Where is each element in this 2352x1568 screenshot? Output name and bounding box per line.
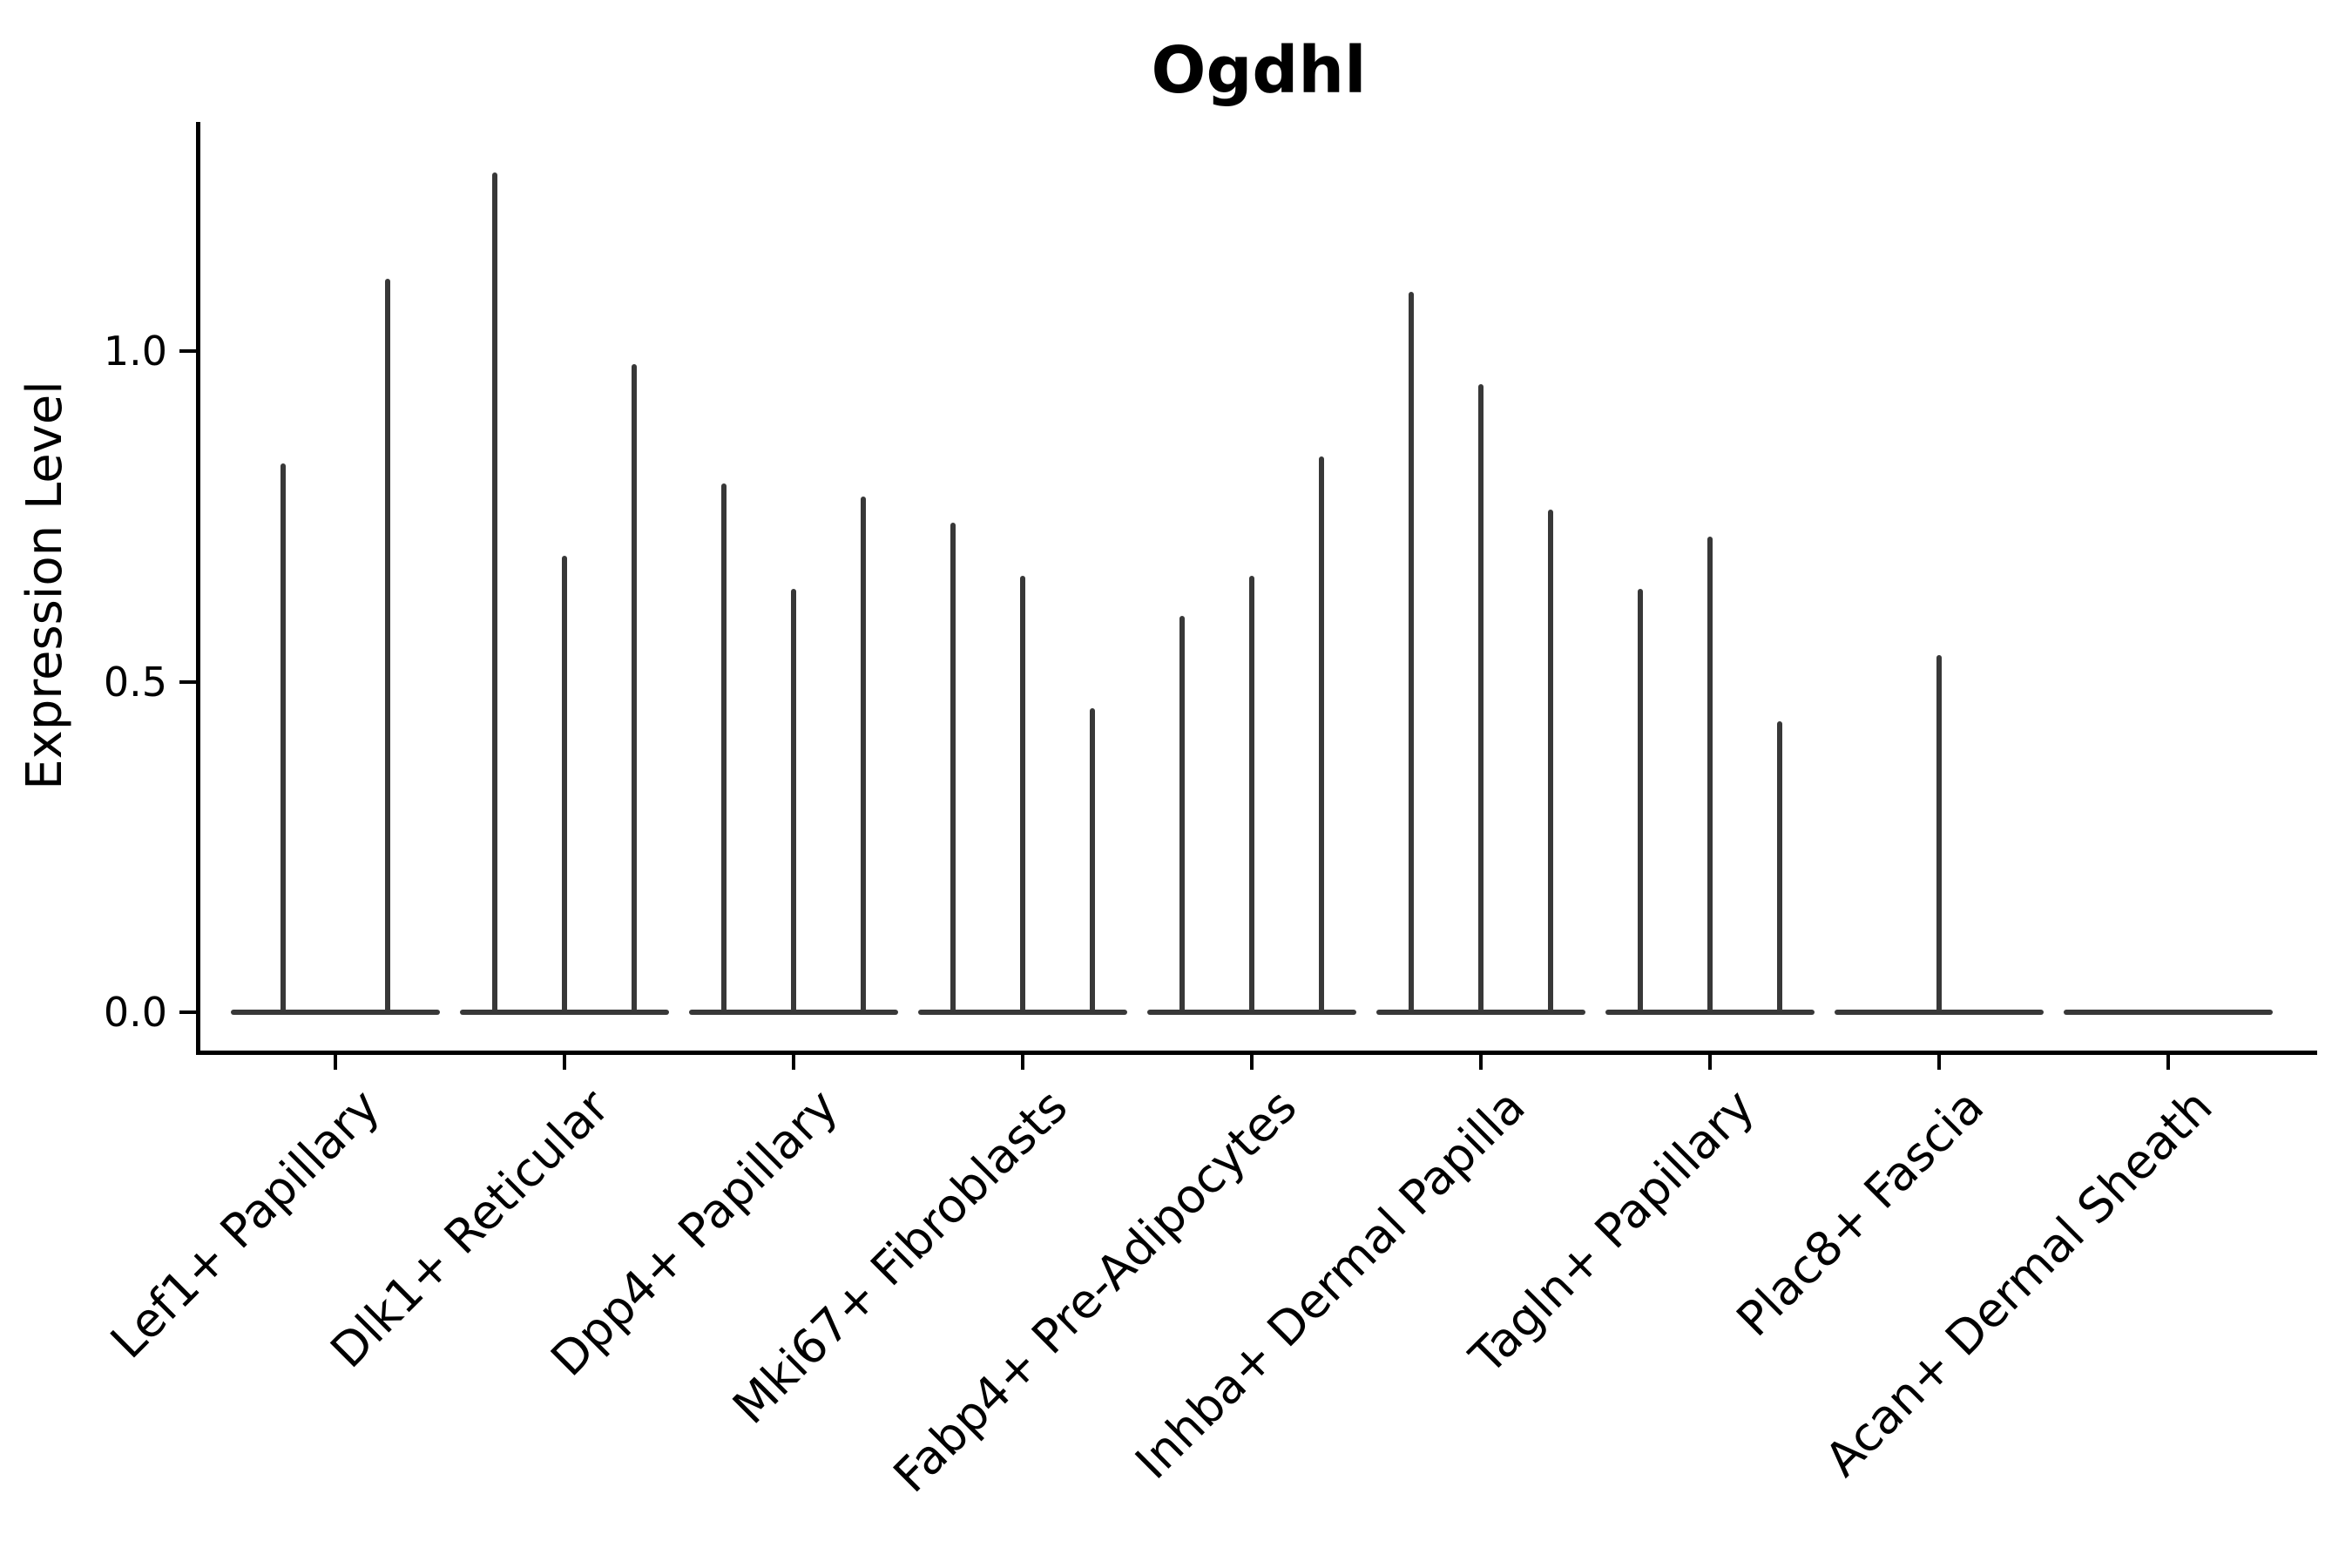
violin-spike — [1777, 721, 1782, 1012]
violin-spike — [385, 278, 390, 1012]
x-category-label: Inhba+ Dermal Papilla — [1125, 1078, 1537, 1490]
x-tick-mark — [1250, 1054, 1254, 1070]
violin-spike — [280, 463, 286, 1012]
x-category-label: Fabp4+ Pre-Adipocytes — [882, 1078, 1308, 1504]
y-tick-label: 0.0 — [103, 989, 167, 1036]
violin-spike — [791, 589, 796, 1012]
violin-spike — [1936, 655, 1942, 1012]
violin-spike — [861, 496, 866, 1012]
violin-baseline — [1376, 1010, 1585, 1015]
violin-baseline — [2064, 1010, 2273, 1015]
violin-spike — [1090, 707, 1095, 1012]
violin-spike — [950, 523, 956, 1012]
chart-title: Ogdhl — [1151, 33, 1367, 108]
y-tick-mark — [179, 349, 200, 353]
violin-spike — [721, 483, 727, 1012]
violin-baseline — [1147, 1010, 1356, 1015]
violin-baseline — [918, 1010, 1127, 1015]
violin-spike — [1638, 589, 1643, 1012]
x-tick-mark — [1479, 1054, 1483, 1070]
violin-baseline — [231, 1010, 440, 1015]
x-tick-mark — [1708, 1054, 1712, 1070]
x-tick-mark — [563, 1054, 566, 1070]
x-tick-mark — [1021, 1054, 1024, 1070]
x-category-label: Acan+ Dermal Sheath — [1815, 1078, 2224, 1487]
violin-baseline — [1605, 1010, 1815, 1015]
y-tick-label: 0.5 — [103, 658, 167, 706]
violin-spike — [1179, 615, 1185, 1012]
x-category-label: Plac8+ Fascia — [1726, 1078, 1995, 1348]
violin-spike — [1020, 576, 1025, 1012]
y-axis-label: Expression Level — [17, 381, 73, 790]
y-tick-mark — [179, 679, 200, 684]
x-tick-mark — [2166, 1054, 2170, 1070]
violin-spike — [1319, 456, 1324, 1012]
violin-baseline — [460, 1010, 669, 1015]
x-tick-mark — [792, 1054, 795, 1070]
x-tick-mark — [334, 1054, 337, 1070]
violin-spike — [1548, 510, 1553, 1012]
violin-spike — [492, 172, 497, 1012]
y-tick-label: 1.0 — [103, 328, 167, 375]
y-tick-mark — [179, 1010, 200, 1014]
x-tick-mark — [1937, 1054, 1941, 1070]
violin-spike — [1478, 383, 1484, 1012]
x-axis-spine — [196, 1051, 2317, 1055]
violin-spike — [1707, 536, 1713, 1012]
violin-baseline — [1835, 1010, 2044, 1015]
violin-spike — [632, 364, 637, 1012]
y-axis-spine — [196, 122, 200, 1054]
violin-spike — [562, 556, 567, 1012]
violin-baseline — [689, 1010, 898, 1015]
violin-spike — [1249, 576, 1254, 1012]
violin-spike — [1409, 291, 1414, 1012]
